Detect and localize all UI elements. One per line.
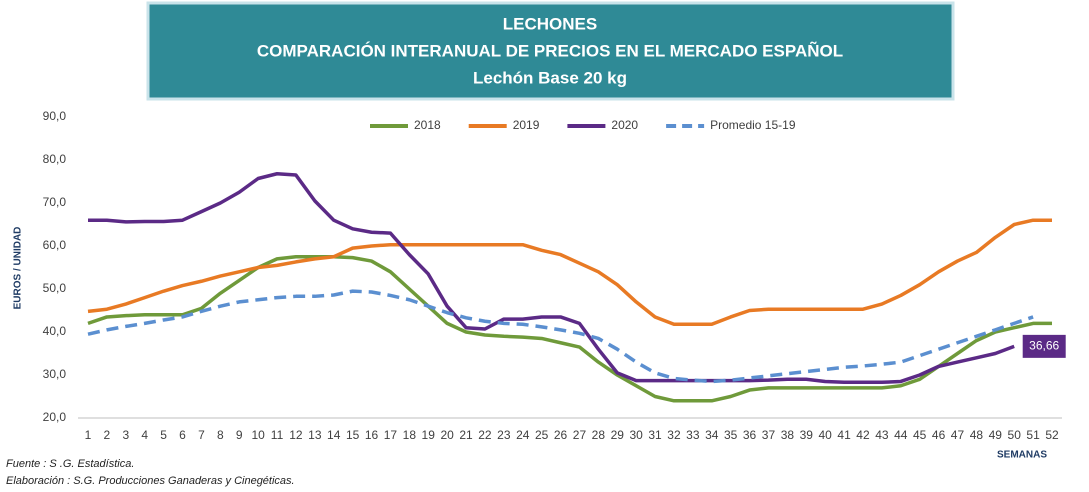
x-tick-label: 8: [217, 428, 224, 442]
x-tick-label: 30: [629, 428, 643, 442]
x-tick-label: 47: [951, 428, 965, 442]
line-series: [87, 255, 1052, 403]
x-tick-label: 17: [384, 428, 398, 442]
x-tick-label: 37: [762, 428, 776, 442]
x-tick-label: 1: [85, 428, 92, 442]
x-tick-label: 39: [800, 428, 814, 442]
x-tick-label: 43: [875, 428, 889, 442]
x-tick-label: 11: [271, 428, 284, 442]
x-tick-label: 32: [667, 428, 681, 442]
y-tick-label: 20,0: [43, 410, 67, 424]
x-tick-label: 24: [516, 428, 530, 442]
x-tick-label: 27: [573, 428, 587, 442]
x-tick-label: 44: [894, 428, 908, 442]
line-series: [87, 289, 1034, 384]
x-tick-label: 29: [611, 428, 625, 442]
x-tick-label: 49: [989, 428, 1003, 442]
x-tick-label: 36: [743, 428, 757, 442]
chart-title: Lechón Base 20 kg: [473, 68, 627, 87]
x-tick-label: 5: [160, 428, 167, 442]
chart-title: LECHONES: [503, 14, 597, 33]
x-tick-label: 41: [837, 428, 851, 442]
x-tick-label: 19: [422, 428, 436, 442]
x-tick-label: 28: [592, 428, 606, 442]
data-label: 36,66: [1029, 339, 1059, 353]
legend-label: 2019: [513, 118, 540, 132]
x-tick-label: 18: [403, 428, 417, 442]
legend-label: Promedio 15-19: [710, 118, 796, 132]
x-tick-label: 38: [781, 428, 795, 442]
y-tick-label: 50,0: [43, 281, 67, 295]
x-tick-label: 46: [932, 428, 946, 442]
line-series: [87, 218, 1052, 327]
x-tick-label: 3: [122, 428, 129, 442]
y-tick-label: 40,0: [43, 324, 67, 338]
y-axis-title: EUROS / UNIDAD: [13, 227, 24, 310]
x-tick-label: 25: [535, 428, 549, 442]
x-tick-label: 40: [818, 428, 832, 442]
y-tick-label: 90,0: [43, 109, 67, 123]
x-tick-label: 35: [724, 428, 738, 442]
x-tick-label: 33: [686, 428, 700, 442]
x-tick-label: 48: [970, 428, 984, 442]
x-tick-label: 14: [327, 428, 341, 442]
x-tick-label: 21: [459, 428, 473, 442]
x-tick-label: 50: [1008, 428, 1022, 442]
legend-label: 2018: [414, 118, 441, 132]
x-tick-label: 13: [308, 428, 322, 442]
title-box: [146, 1, 955, 101]
x-tick-label: 15: [346, 428, 360, 442]
x-tick-label: 42: [856, 428, 870, 442]
data-label-box: [1021, 333, 1067, 359]
x-tick-label: 22: [478, 428, 492, 442]
x-tick-label: 51: [1026, 428, 1040, 442]
line-series: [88, 172, 1015, 385]
x-tick-label: 31: [648, 428, 662, 442]
x-tick-label: 7: [198, 428, 205, 442]
x-tick-label: 23: [497, 428, 511, 442]
footnote: Elaboración : S.G. Producciones Ganadera…: [6, 475, 295, 487]
x-tick-label: 34: [705, 428, 719, 442]
x-tick-label: 12: [289, 428, 303, 442]
x-tick-label: 52: [1045, 428, 1059, 442]
y-tick-label: 30,0: [43, 367, 67, 381]
y-tick-label: 80,0: [43, 152, 67, 166]
footnote: Fuente : S .G. Estadística.: [6, 458, 134, 470]
x-axis-title: SEMANAS: [997, 450, 1047, 461]
x-tick-label: 6: [179, 428, 186, 442]
y-tick-label: 60,0: [43, 238, 67, 252]
x-tick-label: 10: [251, 428, 265, 442]
x-tick-label: 45: [913, 428, 927, 442]
legend-label: 2020: [611, 118, 638, 132]
x-tick-label: 9: [236, 428, 243, 442]
x-tick-label: 20: [440, 428, 454, 442]
x-tick-label: 26: [554, 428, 568, 442]
x-tick-label: 2: [104, 428, 111, 442]
x-tick-label: 16: [365, 428, 379, 442]
chart-title: COMPARACIÓN INTERANUAL DE PRECIOS EN EL …: [257, 40, 843, 60]
x-tick-label: 4: [141, 428, 148, 442]
y-tick-label: 70,0: [43, 195, 67, 209]
